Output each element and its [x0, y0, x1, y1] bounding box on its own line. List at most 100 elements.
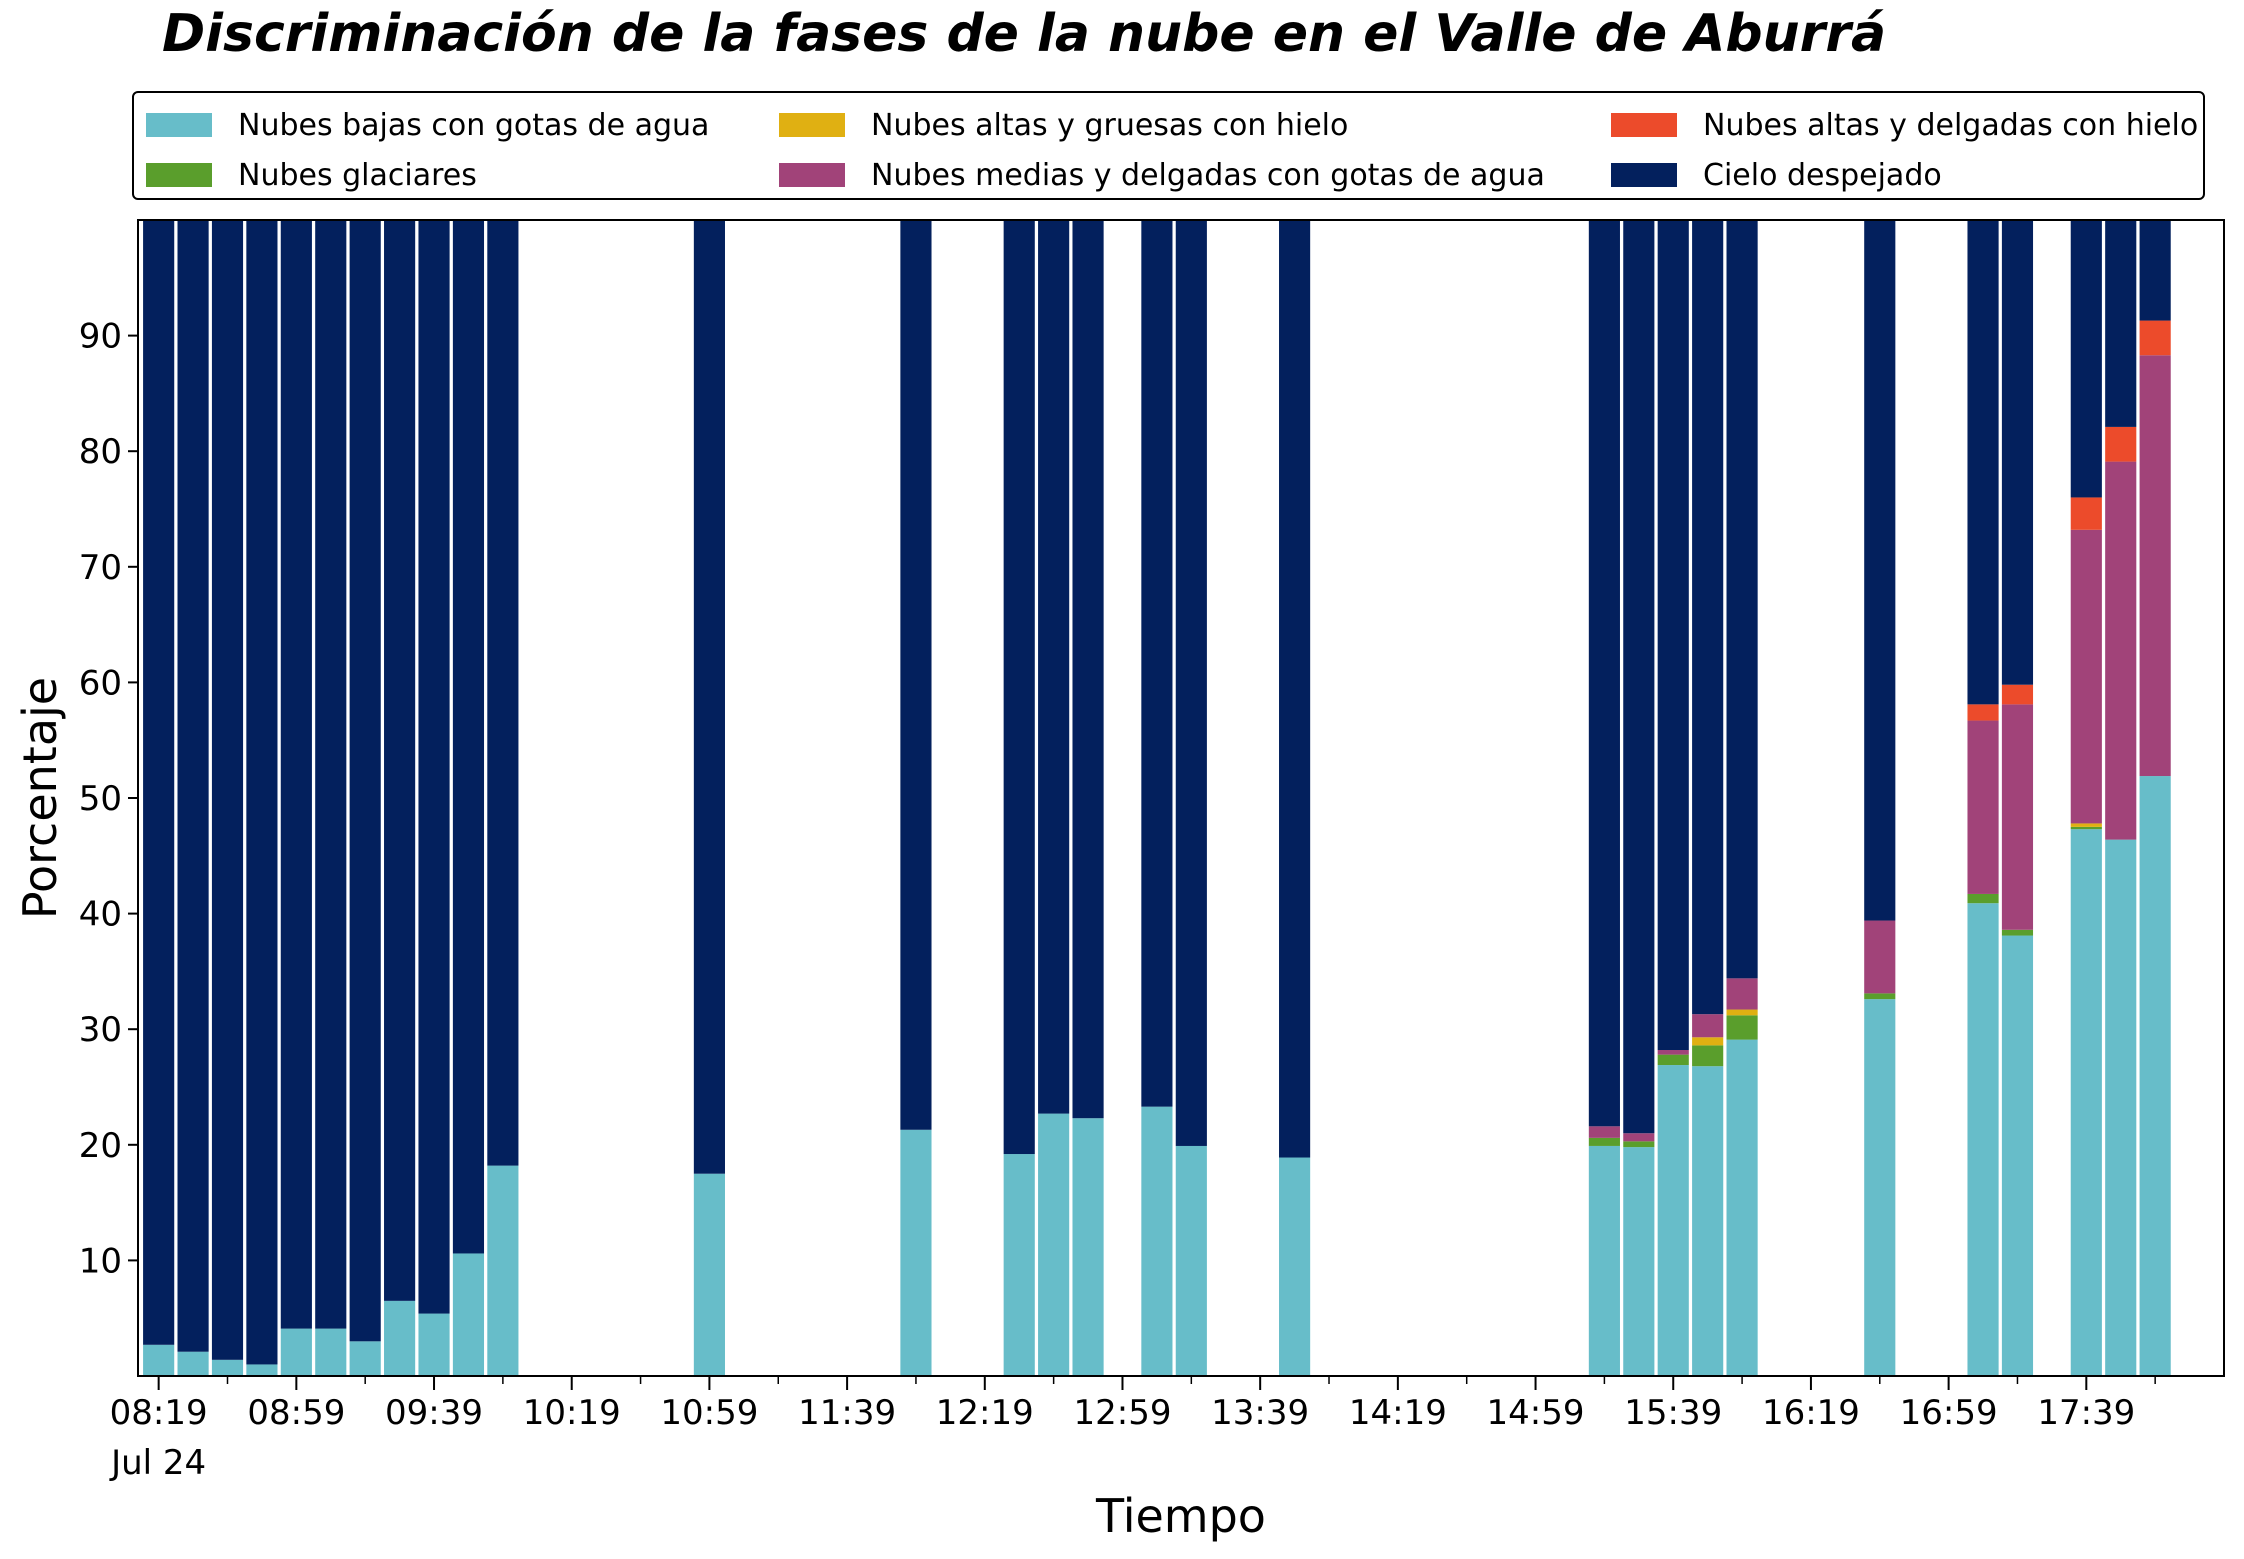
- bar-segment-clear_sky: [452, 220, 485, 1254]
- bar-segment-low_water: [452, 1253, 485, 1376]
- bar-segment-clear_sky: [1279, 220, 1311, 1158]
- bar-segment-clear_sky: [1692, 220, 1724, 1015]
- x-tick-sublabel: Jul 24: [109, 1443, 206, 1483]
- bar-segment-glacial: [1657, 1054, 1689, 1066]
- x-tick-label: 14:19: [1349, 1393, 1447, 1433]
- legend-swatch: [146, 113, 212, 137]
- bar-segment-glacial: [1692, 1045, 1724, 1067]
- bar-segment-clear_sky: [900, 220, 932, 1130]
- legend: Nubes bajas con gotas de agua Nubes glaci…: [132, 91, 2205, 200]
- legend-label: Nubes bajas con gotas de agua: [238, 107, 710, 143]
- bar-segment-clear_sky: [1657, 220, 1689, 1051]
- bar-segment-clear_sky: [177, 220, 209, 1352]
- bar-segment-clear_sky: [246, 220, 278, 1365]
- bar-segment-clear_sky: [1864, 220, 1896, 921]
- y-tick-label: 30: [79, 1010, 122, 1050]
- bar-segment-mid_thin_water: [2001, 704, 2034, 930]
- bar-segment-low_water: [349, 1341, 381, 1376]
- x-tick-label: 17:39: [2037, 1393, 2135, 1433]
- x-tick-label: 14:59: [1487, 1393, 1585, 1433]
- bar-segment-low_water: [1692, 1066, 1724, 1376]
- x-tick-label: 15:39: [1624, 1393, 1722, 1433]
- bar-segment-high_thin_ice: [2139, 320, 2171, 356]
- legend-swatch: [1611, 163, 1677, 187]
- bar-segment-low_water: [1623, 1147, 1655, 1376]
- bar-segment-high_thick_ice: [2070, 823, 2102, 827]
- bar-segment-high_thick_ice: [1726, 1009, 1758, 1016]
- y-tick-label: 20: [79, 1126, 122, 1166]
- x-tick-label: 16:19: [1762, 1393, 1860, 1433]
- legend-item-clear_sky: Cielo despejado: [1611, 155, 1942, 195]
- bar-segment-low_water: [900, 1129, 932, 1376]
- bar-segment-low_water: [1038, 1113, 1070, 1376]
- legend-label: Nubes altas y gruesas con hielo: [871, 107, 1349, 143]
- bar-segment-mid_thin_water: [1588, 1126, 1620, 1138]
- bar-segment-glacial: [1588, 1137, 1620, 1146]
- bar-segment-low_water: [143, 1344, 175, 1376]
- legend-item-mid_thin_water: Nubes medias y delgadas con gotas de agu…: [779, 155, 1545, 195]
- bar-segment-high_thin_ice: [2070, 497, 2102, 530]
- bar-segment-clear_sky: [1726, 220, 1758, 979]
- bar-segment-clear_sky: [2001, 220, 2034, 685]
- y-tick-label: 10: [79, 1241, 122, 1281]
- bar-segment-clear_sky: [1072, 220, 1104, 1119]
- bar-segment-low_water: [1072, 1118, 1104, 1376]
- x-tick-label: 12:59: [1073, 1393, 1171, 1433]
- bar-segment-low_water: [315, 1328, 347, 1376]
- y-axis-label: Porcentaje: [13, 677, 67, 919]
- bar-segment-glacial: [1623, 1141, 1655, 1148]
- bar-segment-low_water: [211, 1359, 244, 1376]
- bar-segment-low_water: [384, 1300, 416, 1376]
- bar-segment-clear_sky: [1175, 220, 1207, 1146]
- y-tick-label: 50: [79, 779, 122, 819]
- bar-segment-clear_sky: [143, 220, 175, 1345]
- bar-segment-low_water: [1726, 1039, 1758, 1376]
- bar-segment-low_water: [2070, 829, 2102, 1376]
- legend-swatch: [146, 163, 212, 187]
- bar-segment-high_thin_ice: [2001, 684, 2034, 705]
- bar-segment-clear_sky: [693, 220, 725, 1174]
- bar-segment-low_water: [1864, 999, 1896, 1376]
- x-axis-label: Tiempo: [1095, 1489, 1266, 1543]
- chart-title: Discriminación de la fases de la nube en…: [162, 4, 1887, 64]
- bar-segment-clear_sky: [1003, 220, 1035, 1155]
- bar-segment-glacial: [2070, 826, 2102, 830]
- bar-segment-mid_thin_water: [2070, 529, 2102, 824]
- legend-item-glacial: Nubes glaciares: [146, 155, 477, 195]
- x-tick-label: 12:19: [936, 1393, 1034, 1433]
- bar-segment-clear_sky: [2070, 220, 2102, 498]
- legend-label: Cielo despejado: [1703, 157, 1942, 193]
- bar-segment-glacial: [1967, 893, 1999, 904]
- bar-segment-clear_sky: [211, 220, 244, 1360]
- bar-segment-mid_thin_water: [1692, 1014, 1724, 1038]
- x-tick-label: 11:39: [798, 1393, 896, 1433]
- bar-segment-mid_thin_water: [1864, 920, 1896, 994]
- bar-segment-low_water: [2139, 776, 2171, 1376]
- bar-segment-high_thin_ice: [1967, 704, 1999, 721]
- bar-segment-low_water: [418, 1313, 450, 1376]
- bar-segment-glacial: [1726, 1015, 1758, 1040]
- bar-segment-clear_sky: [315, 220, 347, 1329]
- bar-segment-mid_thin_water: [1623, 1133, 1655, 1142]
- legend-swatch: [1611, 113, 1677, 137]
- x-tick-label: 16:59: [1900, 1393, 1998, 1433]
- bar-segment-glacial: [1864, 993, 1896, 1000]
- bar-segment-low_water: [1141, 1106, 1173, 1376]
- y-tick-label: 70: [79, 548, 122, 588]
- bar-segment-high_thin_ice: [2105, 426, 2137, 462]
- bar-segment-clear_sky: [1588, 220, 1620, 1127]
- bar-segment-low_water: [1588, 1145, 1620, 1376]
- bar-segment-mid_thin_water: [1726, 978, 1758, 1010]
- bar-segment-mid_thin_water: [2105, 461, 2137, 840]
- bar-segment-glacial: [2001, 929, 2034, 936]
- legend-label: Nubes medias y delgadas con gotas de agu…: [871, 157, 1545, 193]
- bar-segment-low_water: [1657, 1065, 1689, 1376]
- bar-segment-low_water: [1003, 1154, 1035, 1376]
- bar-segment-mid_thin_water: [2139, 355, 2171, 777]
- x-tick-label: 10:59: [660, 1393, 758, 1433]
- bar-segment-low_water: [2001, 935, 2034, 1376]
- bar-segment-low_water: [1967, 903, 1999, 1376]
- bar-segment-clear_sky: [2139, 220, 2171, 321]
- bar-segment-low_water: [693, 1173, 725, 1376]
- x-tick-label: 13:39: [1211, 1393, 1309, 1433]
